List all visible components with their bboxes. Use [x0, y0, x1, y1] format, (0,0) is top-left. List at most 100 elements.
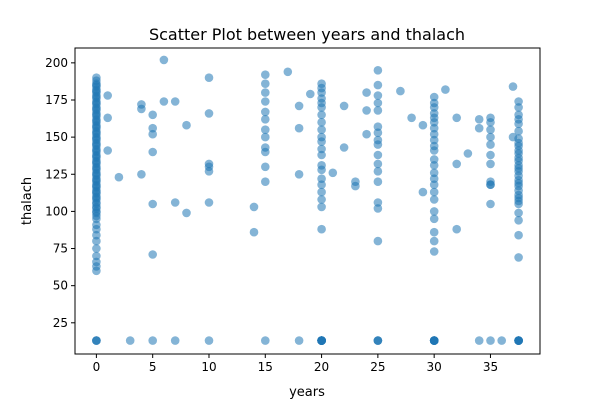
- data-point: [429, 187, 439, 197]
- data-point: [373, 98, 383, 108]
- data-point: [92, 104, 101, 114]
- x-tick-label: 15: [258, 360, 273, 374]
- data-point: [261, 97, 270, 106]
- data-point: [261, 336, 270, 345]
- data-point: [148, 123, 157, 133]
- data-point: [514, 230, 523, 240]
- data-point: [92, 140, 101, 149]
- data-point: [317, 132, 326, 142]
- data-point: [474, 115, 484, 124]
- data-point: [373, 106, 383, 115]
- data-point: [407, 113, 416, 123]
- data-point: [159, 55, 169, 65]
- chart-title: Scatter Plot between years and thalach: [149, 25, 465, 44]
- data-point: [317, 180, 326, 189]
- data-point: [373, 204, 383, 213]
- data-point: [429, 155, 439, 164]
- data-point: [429, 227, 439, 237]
- data-point: [429, 336, 439, 345]
- data-point: [294, 123, 304, 133]
- data-point: [429, 141, 439, 151]
- data-point: [486, 180, 495, 189]
- data-point: [261, 107, 270, 117]
- data-point: [317, 174, 326, 183]
- data-point: [429, 195, 439, 204]
- data-point: [317, 336, 326, 345]
- data-point: [92, 80, 101, 90]
- data-point: [170, 198, 180, 207]
- data-point: [373, 91, 383, 100]
- data-point: [373, 159, 383, 169]
- data-point: [373, 80, 383, 90]
- y-tick-label: 200: [45, 56, 68, 70]
- data-point: [373, 122, 383, 131]
- data-point: [486, 336, 495, 345]
- data-point: [514, 181, 523, 191]
- data-point: [514, 190, 523, 200]
- data-point: [92, 244, 101, 253]
- data-point: [339, 143, 349, 152]
- data-point: [137, 170, 146, 179]
- data-point: [429, 247, 439, 256]
- x-tick-label: 5: [149, 360, 157, 374]
- data-point: [418, 120, 428, 130]
- data-point: [92, 134, 101, 143]
- data-point: [429, 92, 439, 102]
- data-point: [441, 85, 450, 94]
- data-point: [328, 168, 338, 178]
- data-point: [170, 336, 180, 345]
- data-point: [204, 336, 214, 345]
- data-point: [317, 161, 326, 170]
- data-point: [92, 187, 101, 197]
- data-point: [463, 149, 473, 158]
- data-point: [362, 129, 371, 139]
- data-point: [92, 122, 101, 131]
- data-point: [92, 73, 101, 82]
- data-point: [429, 168, 439, 178]
- data-point: [182, 120, 191, 130]
- data-point: [103, 91, 112, 100]
- data-point: [204, 159, 214, 169]
- data-point: [317, 195, 326, 204]
- data-point: [373, 198, 383, 207]
- data-point: [514, 110, 523, 120]
- data-point: [261, 125, 270, 134]
- data-point: [486, 150, 495, 160]
- data-point: [373, 150, 383, 160]
- data-point: [486, 132, 495, 142]
- data-point: [452, 113, 462, 123]
- data-point: [261, 70, 270, 79]
- x-axis-title: years: [289, 385, 325, 400]
- y-axis-ticks: 25 50 75 100 125 150 175 200: [45, 56, 75, 330]
- data-point: [429, 174, 439, 183]
- data-point: [261, 177, 270, 186]
- data-point: [204, 109, 214, 118]
- data-point: [373, 66, 383, 75]
- data-point: [92, 146, 101, 155]
- data-point: [148, 250, 157, 259]
- data-point: [114, 172, 124, 182]
- data-point: [317, 187, 326, 197]
- data-point: [182, 208, 191, 218]
- data-point: [249, 202, 259, 212]
- data-point: [92, 220, 101, 230]
- data-point: [317, 118, 326, 127]
- data-point: [92, 336, 101, 345]
- y-tick-label: 150: [45, 130, 68, 144]
- data-point: [514, 103, 523, 112]
- data-point: [429, 123, 439, 133]
- data-point: [452, 159, 462, 169]
- x-axis-ticks: 0 5 10 15 20 25 30 35: [93, 354, 498, 374]
- data-point: [92, 152, 101, 161]
- data-point: [103, 113, 112, 123]
- data-point: [261, 115, 270, 124]
- data-point: [92, 158, 101, 167]
- data-point: [92, 193, 101, 203]
- data-point: [92, 170, 101, 179]
- data-point: [362, 88, 371, 97]
- data-point: [514, 253, 523, 262]
- data-point: [486, 199, 495, 209]
- y-tick-label: 125: [45, 167, 68, 181]
- data-point: [486, 159, 495, 169]
